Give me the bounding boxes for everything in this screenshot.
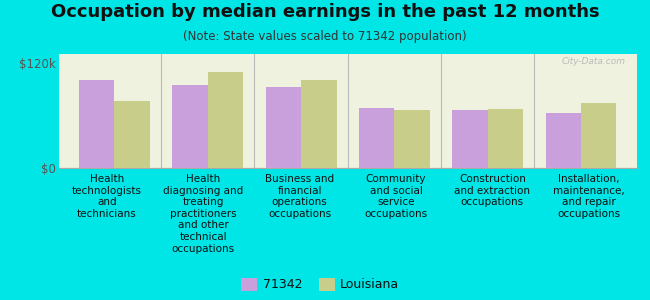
Text: Community
and social
service
occupations: Community and social service occupations — [365, 174, 428, 219]
Bar — [581, 103, 616, 168]
Bar — [301, 80, 337, 168]
Text: City-Data.com: City-Data.com — [562, 57, 625, 66]
Text: Occupation by median earnings in the past 12 months: Occupation by median earnings in the pas… — [51, 3, 599, 21]
Text: Construction
and extraction
occupations: Construction and extraction occupations — [454, 174, 530, 207]
Text: Installation,
maintenance,
and repair
occupations: Installation, maintenance, and repair oc… — [553, 174, 625, 219]
Text: 71342: 71342 — [263, 278, 303, 291]
Bar — [172, 85, 208, 168]
Text: Louisiana: Louisiana — [339, 278, 398, 291]
Bar — [208, 71, 243, 168]
Text: (Note: State values scaled to 71342 population): (Note: State values scaled to 71342 popu… — [183, 30, 467, 43]
Bar — [359, 108, 395, 168]
Text: Business and
financial
operations
occupations: Business and financial operations occupa… — [265, 174, 334, 219]
Bar — [79, 80, 114, 168]
Text: Health
technologists
and
technicians: Health technologists and technicians — [72, 174, 142, 219]
Bar — [266, 87, 301, 168]
Bar — [545, 113, 581, 168]
Bar — [488, 109, 523, 168]
Bar — [452, 110, 488, 168]
Bar — [395, 110, 430, 168]
Bar — [114, 101, 150, 168]
Text: Health
diagnosing and
treating
practitioners
and other
technical
occupations: Health diagnosing and treating practitio… — [163, 174, 243, 254]
